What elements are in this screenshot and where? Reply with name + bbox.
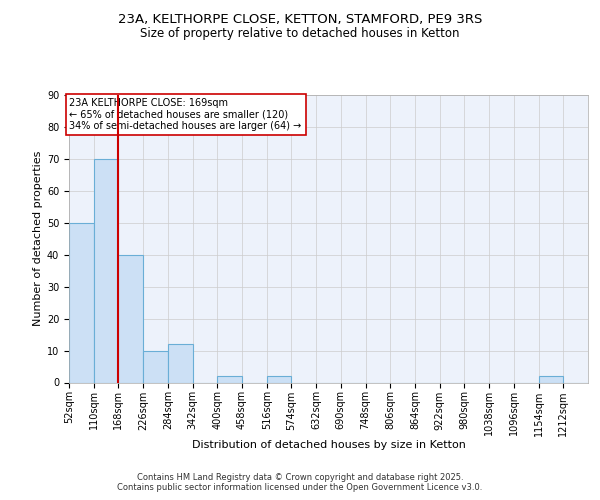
Bar [143, 350, 168, 382]
Bar [118, 254, 143, 382]
Bar [539, 376, 563, 382]
Y-axis label: Number of detached properties: Number of detached properties [33, 151, 43, 326]
Text: 23A KELTHORPE CLOSE: 169sqm
← 65% of detached houses are smaller (120)
34% of se: 23A KELTHORPE CLOSE: 169sqm ← 65% of det… [70, 98, 302, 132]
Bar [168, 344, 193, 383]
Text: Size of property relative to detached houses in Ketton: Size of property relative to detached ho… [140, 28, 460, 40]
Bar [217, 376, 242, 382]
Bar [267, 376, 292, 382]
X-axis label: Distribution of detached houses by size in Ketton: Distribution of detached houses by size … [191, 440, 466, 450]
Bar [94, 159, 118, 382]
Text: Contains HM Land Registry data © Crown copyright and database right 2025.
Contai: Contains HM Land Registry data © Crown c… [118, 473, 482, 492]
Bar [69, 223, 94, 382]
Text: 23A, KELTHORPE CLOSE, KETTON, STAMFORD, PE9 3RS: 23A, KELTHORPE CLOSE, KETTON, STAMFORD, … [118, 12, 482, 26]
